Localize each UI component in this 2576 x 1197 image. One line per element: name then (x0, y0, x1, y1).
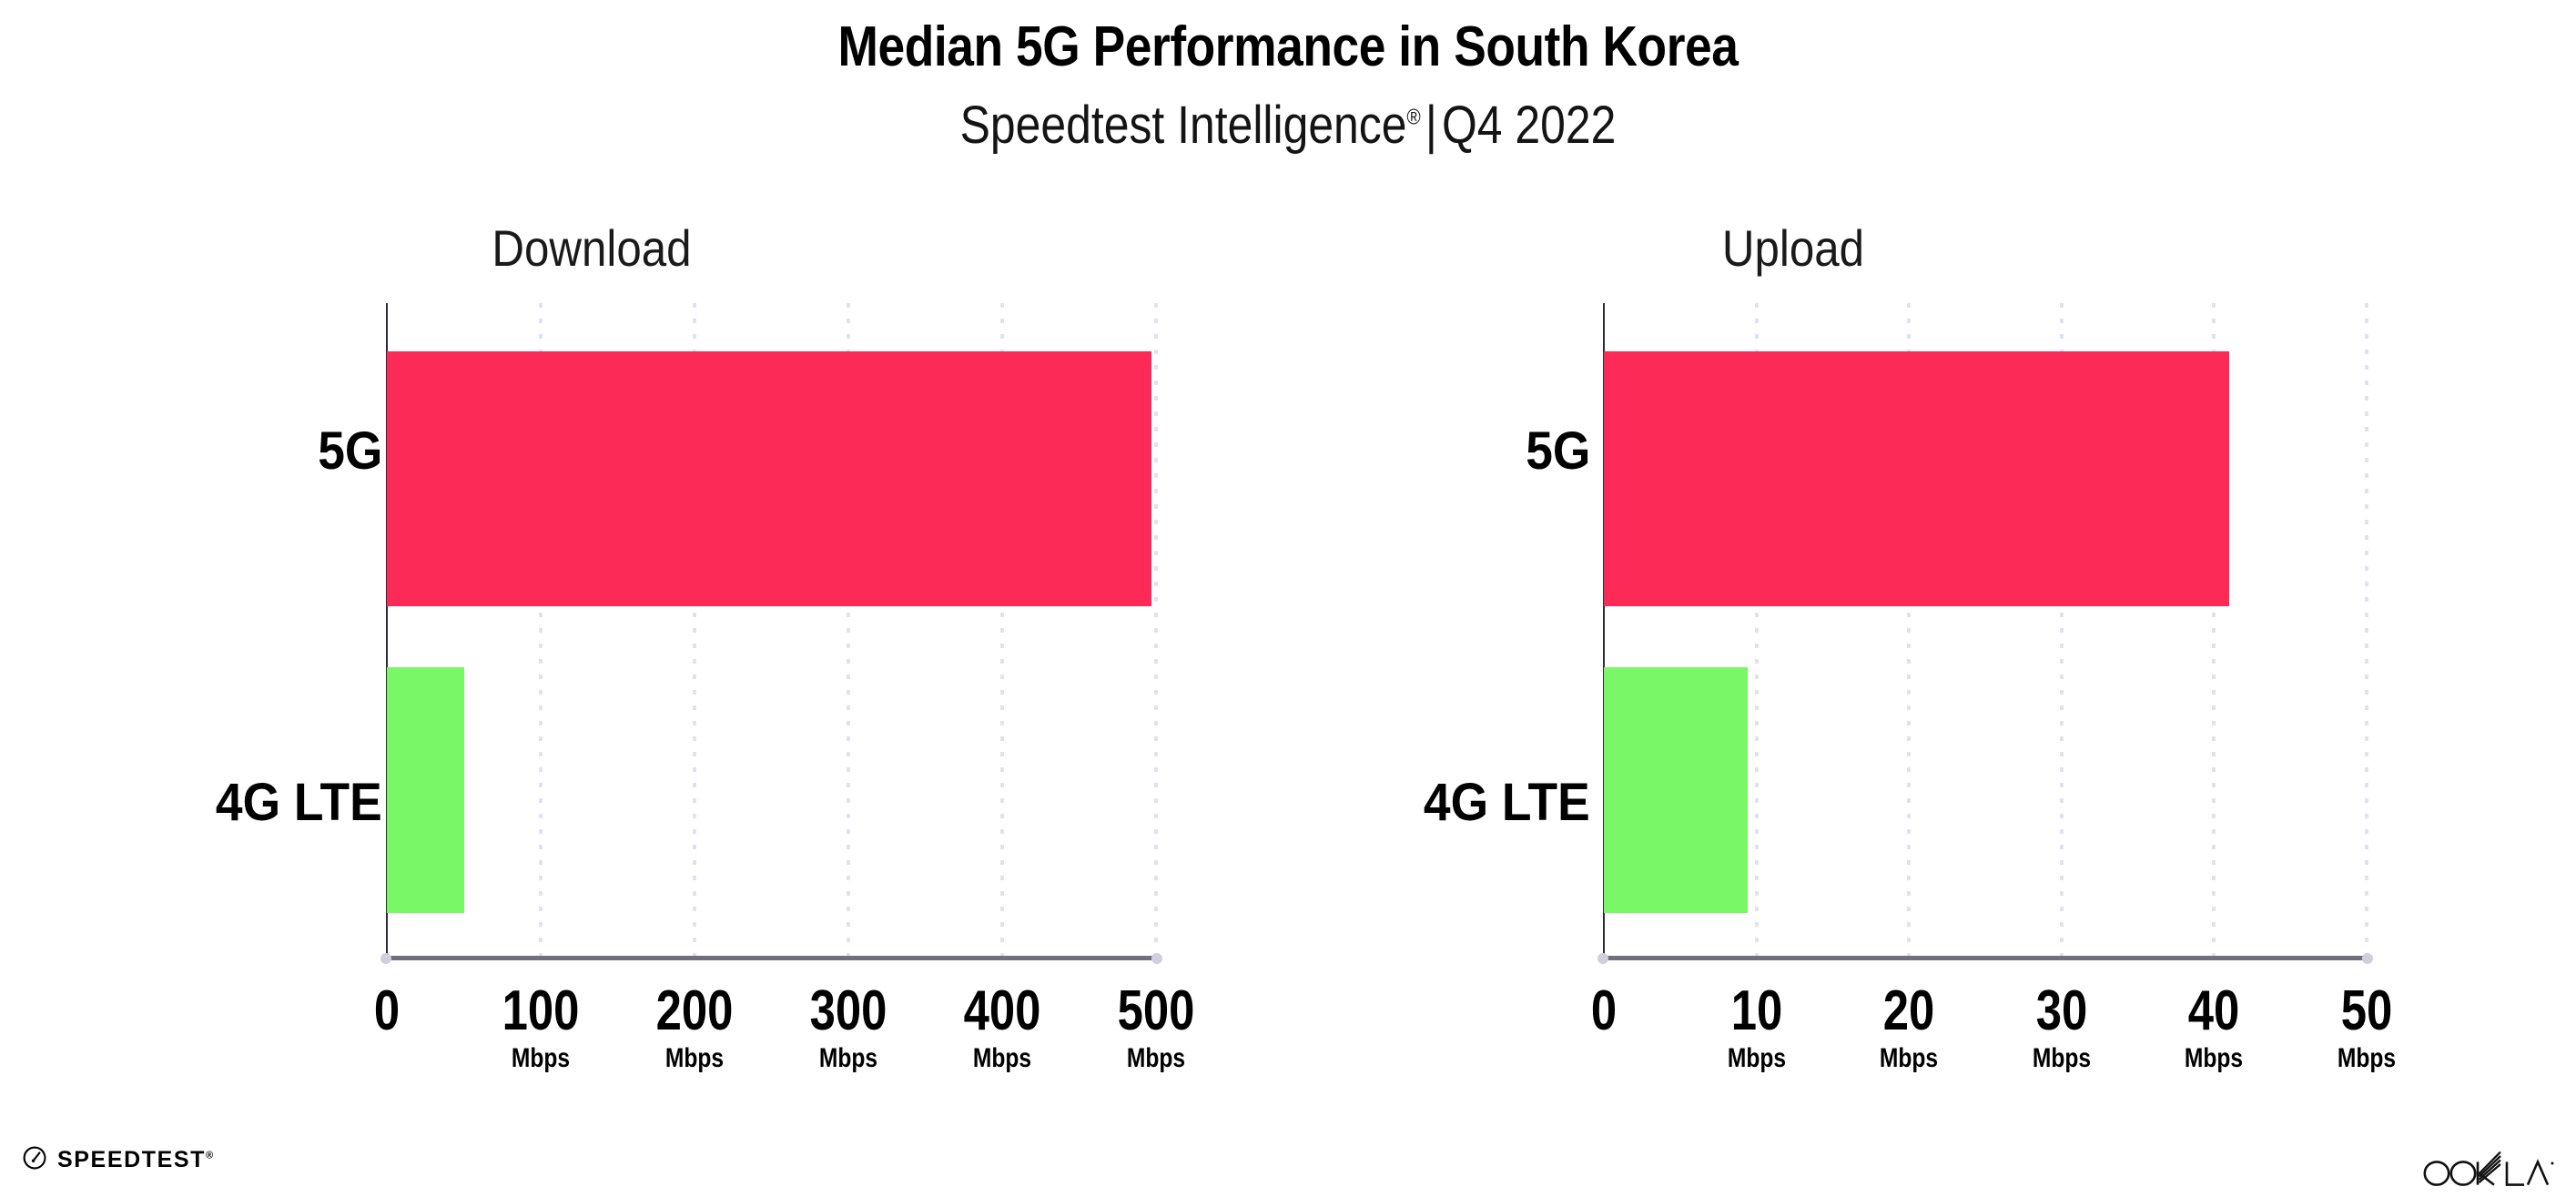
download-tick-value: 0 (373, 979, 401, 1042)
upload-x-tick: 50 Mbps (2285, 983, 2449, 1072)
upload-y-axis-line (1603, 303, 1605, 959)
download-tick-value: 400 (963, 979, 1041, 1042)
upload-tick-value: 20 (1882, 979, 1935, 1042)
subtitle-separator: | (1425, 96, 1437, 155)
upload-tick-value: 30 (2035, 979, 2088, 1042)
upload-x-tick: 10 Mbps (1675, 983, 1839, 1072)
download-tick-unit: Mbps (818, 1043, 878, 1073)
upload-tick-value: 10 (1730, 979, 1782, 1042)
download-x-tick: 400 Mbps (920, 983, 1084, 1072)
download-tick-value: 300 (809, 979, 887, 1042)
download-y-axis-line (386, 303, 388, 959)
download-tick-value: 500 (1117, 979, 1195, 1042)
download-x-tick: 500 Mbps (1074, 983, 1238, 1072)
download-tick-value: 200 (655, 979, 734, 1042)
upload-tick-unit: Mbps (1727, 1043, 1786, 1073)
download-x-axis-line (385, 956, 1160, 960)
page-title: Median 5G Performance in South Korea (837, 15, 1739, 78)
upload-gridline (1754, 303, 1759, 960)
upload-tick-unit: Mbps (1880, 1043, 1939, 1073)
upload-axis-cap-left (1597, 953, 1608, 964)
download-bar-5g[interactable] (387, 351, 1151, 606)
speedtest-wordmark: SPEEDTEST® (57, 1147, 213, 1173)
upload-gridline (2059, 303, 2064, 960)
download-x-tick: 300 Mbps (766, 983, 930, 1072)
upload-bar-5g[interactable] (1604, 351, 2230, 606)
download-bar-4g-lte[interactable] (387, 667, 464, 913)
upload-tick-unit: Mbps (2185, 1043, 2244, 1073)
ookla-mark-icon (2418, 1140, 2556, 1193)
upload-x-tick: 40 Mbps (2132, 983, 2296, 1072)
download-tick-value: 100 (502, 979, 580, 1042)
upload-tick-value: 50 (2340, 979, 2393, 1042)
upload-x-tick: 0 Mbps (1522, 983, 1686, 1072)
download-x-tick: 100 Mbps (459, 983, 623, 1072)
download-tick-unit: Mbps (1126, 1043, 1186, 1073)
ookla-logo (2418, 1140, 2556, 1193)
page-subtitle: Speedtest Intelligence®|Q4 2022 (180, 95, 2396, 156)
download-gridline (1154, 303, 1158, 960)
upload-axis-cap-right (2362, 953, 2373, 964)
download-tick-unit: Mbps (972, 1043, 1032, 1073)
download-plot-area (380, 303, 1162, 964)
upload-tick-value: 40 (2188, 979, 2240, 1042)
upload-tick-unit: Mbps (2032, 1043, 2091, 1073)
upload-gridline (2365, 303, 2368, 960)
speedtest-logo: SPEEDTEST® (22, 1145, 213, 1175)
upload-tick-value: 0 (1590, 979, 1618, 1042)
download-axis-cap-left (380, 953, 391, 964)
upload-x-tick: 30 Mbps (1980, 983, 2144, 1072)
upload-x-tick: 20 Mbps (1827, 983, 1991, 1072)
upload-tick-unit: Mbps (2337, 1043, 2397, 1073)
download-tick-unit: Mbps (511, 1043, 571, 1073)
upload-x-axis-line (1602, 956, 2370, 960)
speedtest-registered-mark-icon: ® (206, 1150, 214, 1161)
download-tick-unit: Mbps (664, 1043, 725, 1073)
speedometer-icon (22, 1145, 47, 1175)
upload-category-label-4g-lte: 4G LTE (1424, 773, 1590, 832)
download-gridline (539, 303, 543, 960)
upload-gridline (1907, 303, 1912, 960)
download-x-tick: 200 Mbps (613, 983, 776, 1072)
download-category-label-4g-lte: 4G LTE (216, 773, 382, 832)
download-gridline (693, 303, 696, 960)
upload-bar-4g-lte[interactable] (1604, 667, 1748, 913)
download-axis-cap-right (1151, 953, 1162, 964)
subtitle-period: Q4 2022 (1441, 96, 1617, 155)
upload-gridline (2212, 303, 2216, 960)
subtitle-brand: Speedtest Intelligence (959, 96, 1407, 155)
upload-plot-area (1597, 303, 2373, 964)
upload-category-label-5g: 5G (1525, 421, 1590, 481)
registered-mark-icon: ® (1406, 105, 1421, 130)
download-chart-panel: Download 5G 4G LTE 0 Mbps 100 Mbps 200 (216, 219, 1238, 1072)
download-gridline (847, 303, 850, 960)
upload-chart-title: Upload (1721, 219, 1865, 277)
download-gridline (1000, 303, 1004, 960)
upload-chart-panel: Upload 5G 4G LTE 0 Mbps 10 Mbps 20 Mbp (1293, 0, 2576, 1197)
download-category-label-5g: 5G (317, 421, 382, 481)
speedtest-wordmark-text: SPEEDTEST (57, 1147, 207, 1172)
download-x-tick: 0 Mbps (305, 983, 469, 1072)
download-chart-title: Download (492, 219, 692, 277)
